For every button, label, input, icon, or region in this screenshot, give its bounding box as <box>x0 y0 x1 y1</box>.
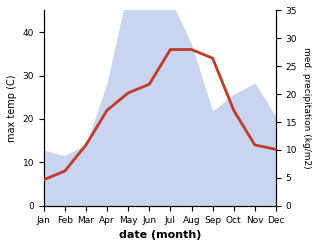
X-axis label: date (month): date (month) <box>119 230 201 240</box>
Y-axis label: max temp (C): max temp (C) <box>7 74 17 142</box>
Y-axis label: med. precipitation (kg/m2): med. precipitation (kg/m2) <box>302 47 311 169</box>
